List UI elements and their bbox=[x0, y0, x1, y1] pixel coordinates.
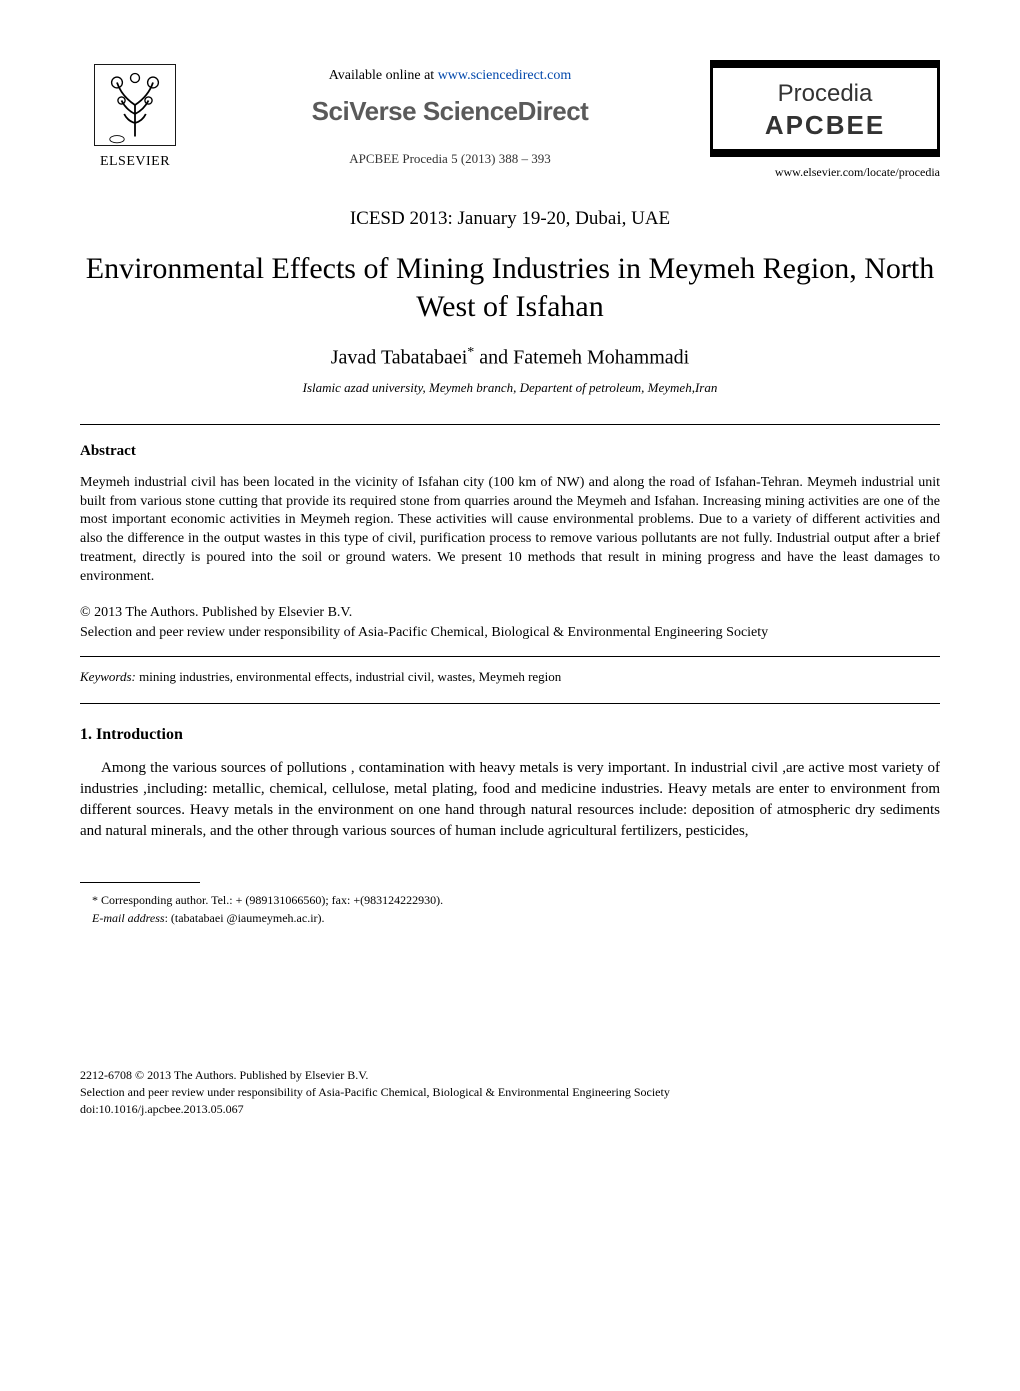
footer-doi: doi:10.1016/j.apcbee.2013.05.067 bbox=[80, 1101, 940, 1118]
keywords-text: mining industries, environmental effects… bbox=[136, 669, 561, 684]
procedia-brand-box: Procedia APCBEE bbox=[710, 60, 940, 157]
right-column: Procedia APCBEE www.elsevier.com/locate/… bbox=[710, 60, 940, 180]
email-value: : (tabatabaei @iaumeymeh.ac.ir). bbox=[165, 911, 325, 925]
intro-heading: 1. Introduction bbox=[80, 726, 940, 744]
email-label: E-mail address bbox=[92, 911, 165, 925]
abstract-text: Meymeh industrial civil has been located… bbox=[80, 474, 940, 587]
rule-above-abstract bbox=[80, 424, 940, 425]
available-online-prefix: Available online at bbox=[329, 68, 438, 83]
copyright-block: © 2013 The Authors. Published by Elsevie… bbox=[80, 603, 940, 642]
footnote-rule bbox=[80, 882, 200, 883]
publisher-name: ELSEVIER bbox=[100, 154, 170, 170]
rule-below-keywords bbox=[80, 703, 940, 704]
elsevier-tree-icon bbox=[90, 60, 180, 150]
publisher-logo: ELSEVIER bbox=[80, 60, 190, 170]
elsevier-locate-link: www.elsevier.com/locate/procedia bbox=[710, 165, 940, 180]
keywords: Keywords: mining industries, environment… bbox=[80, 669, 940, 685]
authors: Javad Tabatabaei* and Fatemeh Mohammadi bbox=[80, 345, 940, 370]
rule-above-keywords bbox=[80, 656, 940, 657]
footer-line2: Selection and peer review under responsi… bbox=[80, 1084, 940, 1101]
corresponding-footnote: * Corresponding author. Tel.: + (9891310… bbox=[92, 891, 940, 909]
footer-line1: 2212-6708 © 2013 The Authors. Published … bbox=[80, 1067, 940, 1084]
email-footnote: E-mail address: (tabatabaei @iaumeymeh.a… bbox=[92, 909, 940, 927]
copyright-line1: © 2013 The Authors. Published by Elsevie… bbox=[80, 603, 940, 623]
conference-line: ICESD 2013: January 19-20, Dubai, UAE bbox=[80, 208, 940, 230]
procedia-brand-title: Procedia bbox=[721, 80, 929, 108]
intro-text: Among the various sources of pollutions … bbox=[80, 758, 940, 842]
sciverse-logo: SciVerse ScienceDirect bbox=[210, 96, 690, 127]
footer-block: 2212-6708 © 2013 The Authors. Published … bbox=[80, 1067, 940, 1117]
header-center: Available online at www.sciencedirect.co… bbox=[210, 60, 690, 167]
available-online: Available online at www.sciencedirect.co… bbox=[210, 68, 690, 84]
footnote-block: * Corresponding author. Tel.: + (9891310… bbox=[80, 891, 940, 927]
procedia-citation: APCBEE Procedia 5 (2013) 388 – 393 bbox=[210, 151, 690, 167]
sciencedirect-link[interactable]: www.sciencedirect.com bbox=[438, 68, 572, 83]
abstract-heading: Abstract bbox=[80, 443, 940, 460]
procedia-brand-sub: APCBEE bbox=[721, 110, 929, 141]
header-row: ELSEVIER Available online at www.science… bbox=[80, 60, 940, 180]
paper-title: Environmental Effects of Mining Industri… bbox=[80, 250, 940, 325]
affiliation: Islamic azad university, Meymeh branch, … bbox=[80, 380, 940, 396]
corresponding-asterisk: * bbox=[467, 345, 474, 360]
copyright-line2: Selection and peer review under responsi… bbox=[80, 623, 940, 643]
keywords-label: Keywords: bbox=[80, 669, 136, 684]
